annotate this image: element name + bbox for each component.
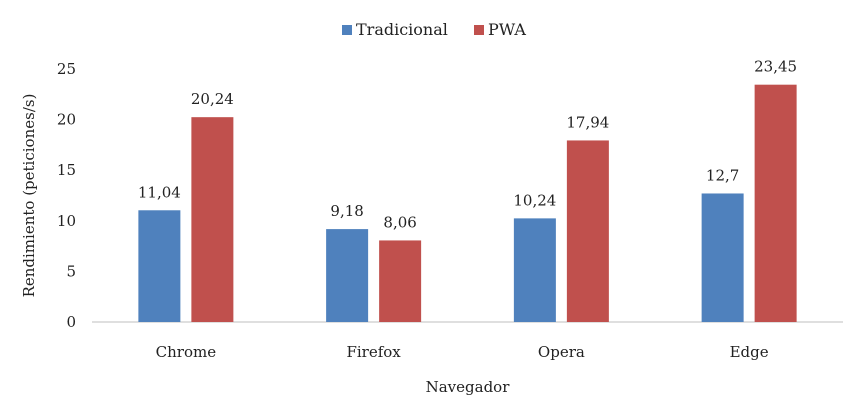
bar-pwa (566, 140, 609, 322)
x-axis-title: Navegador (426, 378, 511, 396)
y-tick-label: 20 (57, 111, 76, 129)
legend: Tradicional PWA (342, 20, 526, 39)
data-labels-group: 11,04 20,24 9,18 8,06 10,24 17,94 12,7 23,45 (138, 58, 797, 232)
x-tick-label: Edge (730, 343, 769, 361)
data-label-tradicional: 9,18 (330, 202, 363, 220)
data-label-tradicional: 10,24 (513, 191, 556, 209)
y-tick-label: 0 (66, 313, 76, 331)
bar-pwa (379, 240, 422, 322)
data-label-tradicional: 11,04 (138, 183, 181, 201)
x-axis-ticks: Chrome Firefox Opera Edge (156, 343, 769, 361)
data-label-pwa: 8,06 (383, 213, 416, 231)
y-axis-ticks: 0 5 10 15 20 25 (57, 60, 76, 331)
y-tick-label: 25 (57, 60, 76, 78)
legend-swatch-tradicional (342, 25, 352, 35)
y-tick-label: 5 (66, 262, 76, 280)
y-tick-label: 15 (57, 161, 76, 179)
data-label-tradicional: 12,7 (706, 166, 739, 184)
legend-label-pwa: PWA (488, 20, 526, 39)
bar-tradicional (326, 229, 369, 322)
bar-tradicional (138, 210, 181, 322)
legend-label-tradicional: Tradicional (356, 20, 448, 39)
bar-pwa (754, 84, 797, 322)
y-tick-label: 10 (57, 212, 76, 230)
bar-tradicional (701, 193, 744, 322)
data-label-pwa: 20,24 (191, 90, 234, 108)
data-label-pwa: 17,94 (566, 113, 609, 131)
bars-group (138, 84, 797, 322)
x-tick-label: Opera (538, 343, 585, 361)
bar-tradicional (513, 218, 556, 322)
x-tick-label: Chrome (156, 343, 217, 361)
data-label-pwa: 23,45 (754, 58, 797, 76)
bar-pwa (191, 117, 234, 322)
x-tick-label: Firefox (346, 343, 401, 361)
legend-swatch-pwa (474, 25, 484, 35)
y-axis-title: Rendimiento (peticiones/s) (20, 94, 38, 298)
